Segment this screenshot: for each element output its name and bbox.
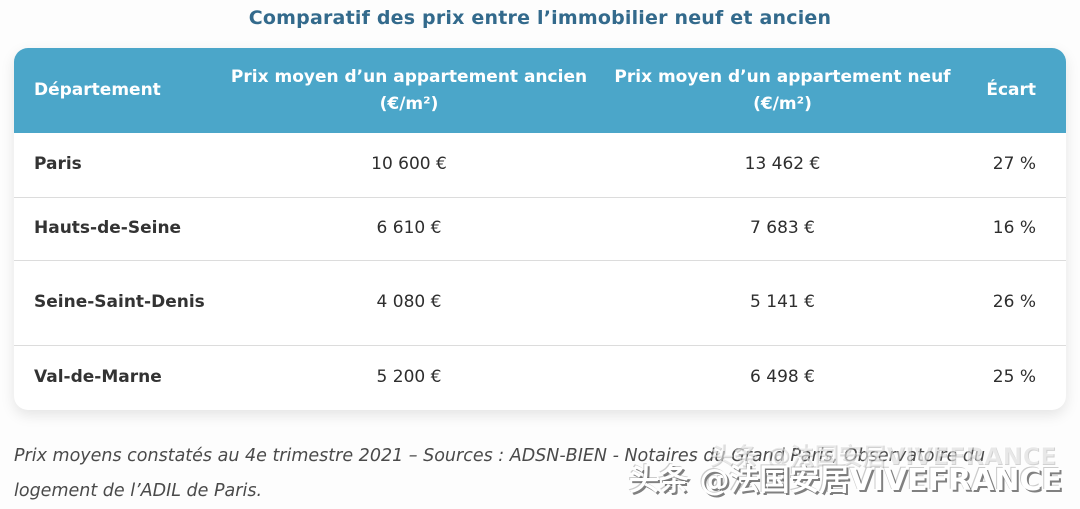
cell-ecart: 25 % [992, 367, 1036, 387]
header-cell-ecart: Écart [986, 80, 1036, 101]
table-row: Paris 10 600 € 13 462 € 27 % [14, 133, 1066, 198]
cell-prix-ancien: 5 200 € [376, 367, 442, 387]
cell-ecart: 26 % [966, 260, 1066, 346]
cell-ecart: 16 % [966, 197, 1066, 261]
header-cell-departement: Département [34, 80, 161, 101]
cell-prix-ancien: 10 600 € [219, 133, 599, 198]
cell-prix-ancien: 4 080 € [219, 260, 599, 346]
cell-prix-neuf: 7 683 € [599, 197, 966, 261]
cell-ecart: 27 % [966, 133, 1066, 198]
cell-prix-neuf: 13 462 € [599, 133, 966, 198]
cell-prix-neuf: 5 141 € [599, 260, 966, 346]
comparison-table: Département Prix moyen d’un appartement … [14, 48, 1066, 410]
table-header-row: Département Prix moyen d’un appartement … [14, 48, 1066, 133]
source-note: Prix moyens constatés au 4e trimestre 20… [14, 446, 986, 501]
cell-departement: Seine-Saint-Denis [14, 260, 219, 346]
table-row: Val-de-Marne 5 200 € 6 498 € 25 % [14, 345, 1066, 410]
toutiao-watermark: 头条 @法国安居VIVEFRANCE [629, 463, 1062, 498]
page-title: Comparatif des prix entre l’immobilier n… [248, 7, 832, 29]
cell-departement: Hauts-de-Seine [14, 197, 219, 261]
table-row: Hauts-de-Seine 6 610 € 7 683 € 16 % [14, 197, 1066, 261]
table-row: Seine-Saint-Denis 4 080 € 5 141 € 26 % [14, 260, 1066, 346]
header-cell-prix-neuf: Prix moyen d’un appartement neuf (€/m²) [614, 67, 951, 114]
cell-prix-ancien: 6 610 € [219, 197, 599, 261]
cell-departement: Paris [14, 133, 219, 198]
header-cell-prix-ancien: Prix moyen d’un appartement ancien (€/m²… [230, 67, 588, 114]
toutiao-watermark-ghost: 头条 @法国安居VIVEFRANCE [709, 442, 1056, 470]
comparison-table-card: Département Prix moyen d’un appartement … [14, 48, 1066, 410]
cell-departement: Val-de-Marne [34, 367, 162, 387]
cell-prix-neuf: 6 498 € [750, 367, 815, 387]
